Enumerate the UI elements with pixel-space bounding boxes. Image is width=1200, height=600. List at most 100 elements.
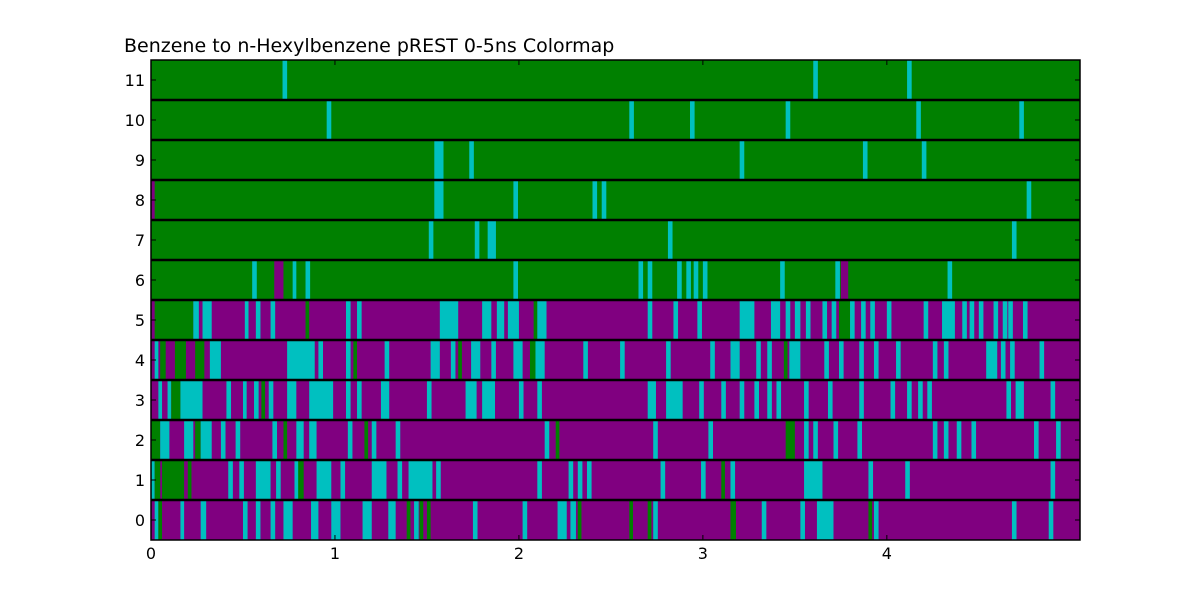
row-5-segment-24 bbox=[831, 300, 837, 340]
row-4-segment-26 bbox=[789, 340, 801, 380]
chart-title: Benzene to n-Hexylbenzene pREST 0-5ns Co… bbox=[124, 35, 615, 57]
row-2-segment-12 bbox=[364, 420, 369, 460]
row-1-segment-5 bbox=[239, 460, 244, 500]
row-3-segment-9 bbox=[287, 380, 297, 420]
row-10-segment-0 bbox=[326, 100, 332, 140]
row-3-segment-10 bbox=[309, 380, 334, 420]
row-0-segment-23 bbox=[653, 500, 658, 540]
row-5-segment-30 bbox=[923, 300, 929, 340]
row-2-segment-24 bbox=[932, 420, 938, 460]
row-0-segment-1 bbox=[158, 500, 163, 540]
row-11-segment-1 bbox=[813, 60, 818, 100]
row-2-segment-16 bbox=[555, 420, 560, 460]
row-5-segment-16 bbox=[673, 300, 679, 340]
row-5-segment-27 bbox=[861, 300, 866, 340]
row-2-segment-15 bbox=[544, 420, 550, 460]
row-6-segment-8 bbox=[686, 260, 691, 300]
row-3-segment-19 bbox=[647, 380, 656, 420]
row-5-segment-3 bbox=[244, 300, 249, 340]
row-3-segment-20 bbox=[666, 380, 683, 420]
row-3-segment-30 bbox=[890, 380, 896, 420]
row-3-segment-2 bbox=[171, 380, 181, 420]
row-4-segment-31 bbox=[896, 340, 901, 380]
row-0-segment-7 bbox=[283, 500, 293, 540]
row-1-segment-16 bbox=[537, 460, 542, 500]
row-0-segment-2 bbox=[180, 500, 185, 540]
row-5-segment-1 bbox=[193, 300, 199, 340]
row-6-segment-12 bbox=[835, 260, 840, 300]
row-4-segment-11 bbox=[450, 340, 456, 380]
row-4-segment-3 bbox=[195, 340, 205, 380]
row-6-segment-7 bbox=[677, 260, 682, 300]
row-3-segment-23 bbox=[739, 380, 745, 420]
row-5-segment-35 bbox=[993, 300, 999, 340]
row-3-segment-31 bbox=[907, 380, 912, 420]
row-0-segment-21 bbox=[629, 500, 633, 540]
row-6-segment-5 bbox=[638, 260, 644, 300]
row-6-segment-0 bbox=[252, 260, 257, 300]
row-5-segment-17 bbox=[697, 300, 702, 340]
y-tick-label: 9 bbox=[135, 151, 145, 170]
row-10-band bbox=[151, 100, 1080, 140]
row-3-segment-34 bbox=[1006, 380, 1012, 420]
row-6-segment-3 bbox=[305, 260, 311, 300]
row-0-segment-5 bbox=[255, 500, 261, 540]
row-11-band bbox=[151, 60, 1080, 100]
x-tick-label: 3 bbox=[698, 544, 708, 563]
row-0-segment-31 bbox=[1048, 500, 1054, 540]
row-0-segment-26 bbox=[800, 500, 805, 540]
row-3-segment-36 bbox=[1050, 380, 1056, 420]
row-10-segment-3 bbox=[785, 100, 791, 140]
row-2-segment-3 bbox=[195, 420, 201, 460]
y-tick-label: 1 bbox=[135, 471, 145, 490]
row-6-segment-10 bbox=[702, 260, 708, 300]
row-0-segment-28 bbox=[868, 500, 873, 540]
row-2-segment-23 bbox=[857, 420, 863, 460]
row-3-segment-21 bbox=[699, 380, 704, 420]
row-1-segment-3 bbox=[187, 460, 192, 500]
row-4-segment-15 bbox=[513, 340, 523, 380]
row-3-segment-17 bbox=[518, 380, 524, 420]
row-3-segment-3 bbox=[180, 380, 203, 420]
row-0-segment-3 bbox=[200, 500, 207, 540]
row-2-segment-10 bbox=[309, 420, 317, 460]
row-7-segment-2 bbox=[487, 220, 496, 260]
row-6-segment-13 bbox=[840, 260, 849, 300]
row-5-segment-23 bbox=[822, 300, 828, 340]
row-1-segment-12 bbox=[371, 460, 387, 500]
row-4-segment-8 bbox=[353, 340, 358, 380]
row-2-segment-5 bbox=[220, 420, 226, 460]
row-5-segment-29 bbox=[886, 300, 892, 340]
row-5-segment-14 bbox=[537, 300, 547, 340]
row-5-segment-32 bbox=[962, 300, 967, 340]
row-11-segment-2 bbox=[907, 60, 912, 100]
row-0-segment-18 bbox=[557, 500, 567, 540]
row-4-segment-33 bbox=[943, 340, 949, 380]
row-1-segment-17 bbox=[568, 460, 574, 500]
row-8-segment-5 bbox=[1026, 180, 1032, 220]
row-4-segment-1 bbox=[160, 340, 166, 380]
row-0-segment-0 bbox=[154, 500, 159, 540]
row-0-segment-11 bbox=[388, 500, 396, 540]
x-tick-label: 4 bbox=[882, 544, 892, 563]
row-9-segment-4 bbox=[921, 140, 927, 180]
row-2-segment-6 bbox=[235, 420, 241, 460]
row-4-segment-35 bbox=[1000, 340, 1006, 380]
row-6-segment-2 bbox=[292, 260, 297, 300]
row-9-band bbox=[151, 140, 1080, 180]
row-0-segment-29 bbox=[873, 500, 879, 540]
row-0-segment-19 bbox=[570, 500, 576, 540]
row-9-segment-2 bbox=[739, 140, 745, 180]
row-4-segment-25 bbox=[783, 340, 788, 380]
row-4-segment-0 bbox=[154, 340, 159, 380]
row-3-segment-35 bbox=[1015, 380, 1024, 420]
row-8-segment-2 bbox=[513, 180, 519, 220]
row-6-segment-4 bbox=[513, 260, 519, 300]
row-5-segment-37 bbox=[1008, 300, 1013, 340]
row-1-segment-9 bbox=[298, 460, 304, 500]
row-4-segment-29 bbox=[859, 340, 864, 380]
row-8-segment-3 bbox=[592, 180, 598, 220]
row-4-segment-37 bbox=[1039, 340, 1045, 380]
row-2-segment-19 bbox=[785, 420, 795, 460]
